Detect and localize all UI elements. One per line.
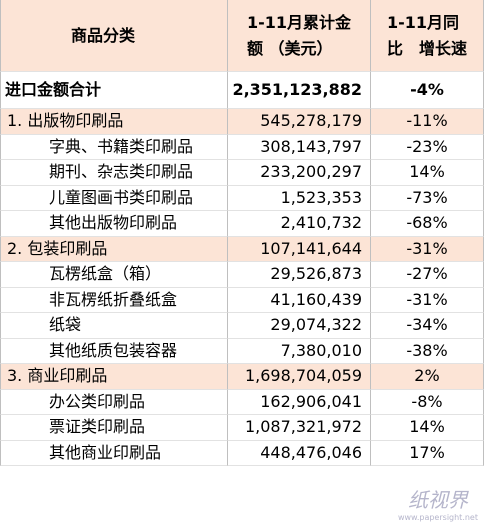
item-amount: 7,380,010 — [228, 338, 371, 364]
item-amount: 448,476,046 — [228, 440, 371, 466]
item-label: 纸袋 — [0, 313, 228, 339]
group-growth: 2% — [371, 364, 484, 390]
item-label: 非瓦楞纸折叠纸盒 — [0, 287, 228, 313]
item-label: 其他出版物印刷品 — [0, 211, 228, 237]
item-growth: -68% — [371, 211, 484, 237]
item-amount: 308,143,797 — [228, 134, 371, 160]
header-cell: 商品分类 — [0, 0, 228, 72]
item-amount: 41,160,439 — [228, 287, 371, 313]
item-label: 其他纸质包装容器 — [0, 338, 228, 364]
header-cell: 1-11月累计金 额 （美元） — [228, 0, 371, 72]
item-label: 其他商业印刷品 — [0, 440, 228, 466]
header-cell: 1-11月同 比 增长速 — [371, 0, 484, 72]
watermark-name: 纸视界 — [407, 488, 468, 512]
item-label: 票证类印刷品 — [0, 415, 228, 441]
watermark: 纸视界 www.papersight.net — [398, 484, 478, 522]
group-growth: -11% — [371, 109, 484, 135]
total-label: 进口金额合计 — [0, 72, 228, 109]
watermark-url: www.papersight.net — [397, 513, 478, 522]
item-growth: -31% — [371, 287, 484, 313]
item-amount: 1,087,321,972 — [228, 415, 371, 441]
item-growth: -8% — [371, 389, 484, 415]
item-amount: 1,523,353 — [228, 185, 371, 211]
item-growth: -73% — [371, 185, 484, 211]
total-amount: 2,351,123,882 — [228, 72, 371, 109]
item-growth: 17% — [371, 440, 484, 466]
item-label: 办公类印刷品 — [0, 389, 228, 415]
item-label: 瓦楞纸盒（箱） — [0, 262, 228, 288]
item-growth: -23% — [371, 134, 484, 160]
group-amount: 107,141,644 — [228, 236, 371, 262]
total-growth: -4% — [371, 72, 484, 109]
group-amount: 545,278,179 — [228, 109, 371, 135]
group-label: 3. 商业印刷品 — [0, 364, 228, 390]
item-label: 儿童图画书类印刷品 — [0, 185, 228, 211]
item-growth: 14% — [371, 415, 484, 441]
group-label: 2. 包装印刷品 — [0, 236, 228, 262]
item-amount: 29,074,322 — [228, 313, 371, 339]
item-amount: 2,410,732 — [228, 211, 371, 237]
item-amount: 233,200,297 — [228, 160, 371, 186]
item-amount: 29,526,873 — [228, 262, 371, 288]
item-growth: -34% — [371, 313, 484, 339]
item-amount: 162,906,041 — [228, 389, 371, 415]
item-growth: -38% — [371, 338, 484, 364]
item-label: 期刊、杂志类印刷品 — [0, 160, 228, 186]
group-label: 1. 出版物印刷品 — [0, 109, 228, 135]
item-growth: 14% — [371, 160, 484, 186]
item-label: 字典、书籍类印刷品 — [0, 134, 228, 160]
item-growth: -27% — [371, 262, 484, 288]
group-amount: 1,698,704,059 — [228, 364, 371, 390]
group-growth: -31% — [371, 236, 484, 262]
